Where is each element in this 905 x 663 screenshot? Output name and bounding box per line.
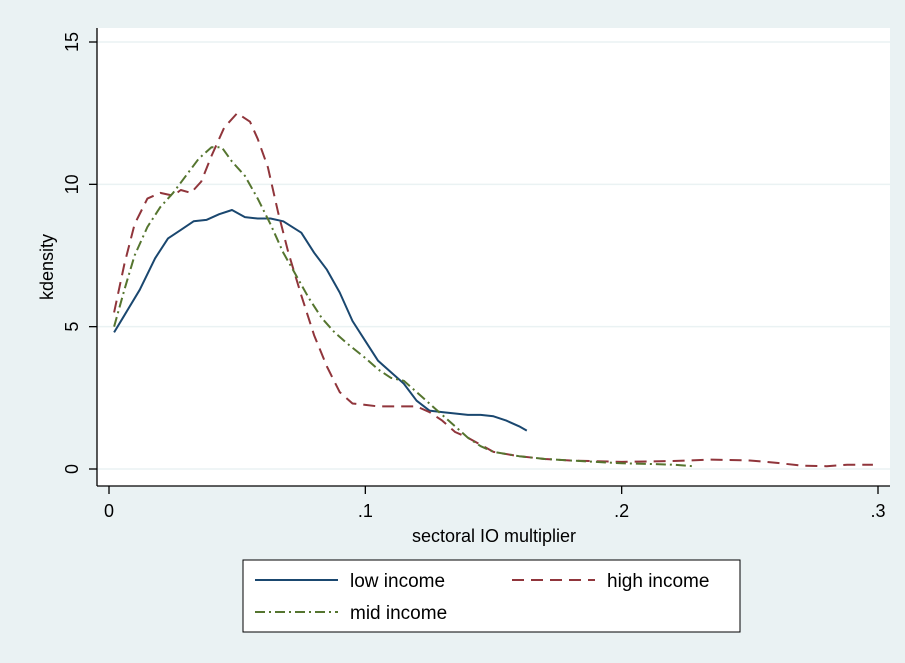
x-tick-label: .1 <box>358 501 373 521</box>
series-line-mid-income <box>113 146 694 468</box>
legend: low income high income mid income <box>242 559 741 633</box>
y-tick-label: 15 <box>62 32 82 52</box>
series-lines <box>113 112 873 468</box>
y-tick-label: 5 <box>62 322 82 332</box>
gridlines <box>97 41 890 470</box>
x-axis: 0 .1 .2 .3 <box>97 485 890 521</box>
legend-label-mid-income: mid income <box>350 603 447 624</box>
y-tick-label: 10 <box>62 174 82 194</box>
legend-label-low-income: low income <box>350 571 445 592</box>
y-axis: 0 5 10 15 <box>62 28 98 486</box>
legend-box <box>242 559 741 633</box>
x-tick-label: .3 <box>870 501 885 521</box>
plot-area <box>97 28 890 486</box>
y-tick-label: 0 <box>62 464 82 474</box>
x-tick-label: 0 <box>104 501 114 521</box>
x-tick-label: .2 <box>614 501 629 521</box>
y-axis-title: kdensity <box>37 234 57 300</box>
x-axis-title: sectoral IO multiplier <box>412 526 576 546</box>
legend-label-high-income: high income <box>607 571 709 592</box>
series-line-low-income <box>113 209 528 432</box>
series-line-high-income <box>113 112 873 468</box>
